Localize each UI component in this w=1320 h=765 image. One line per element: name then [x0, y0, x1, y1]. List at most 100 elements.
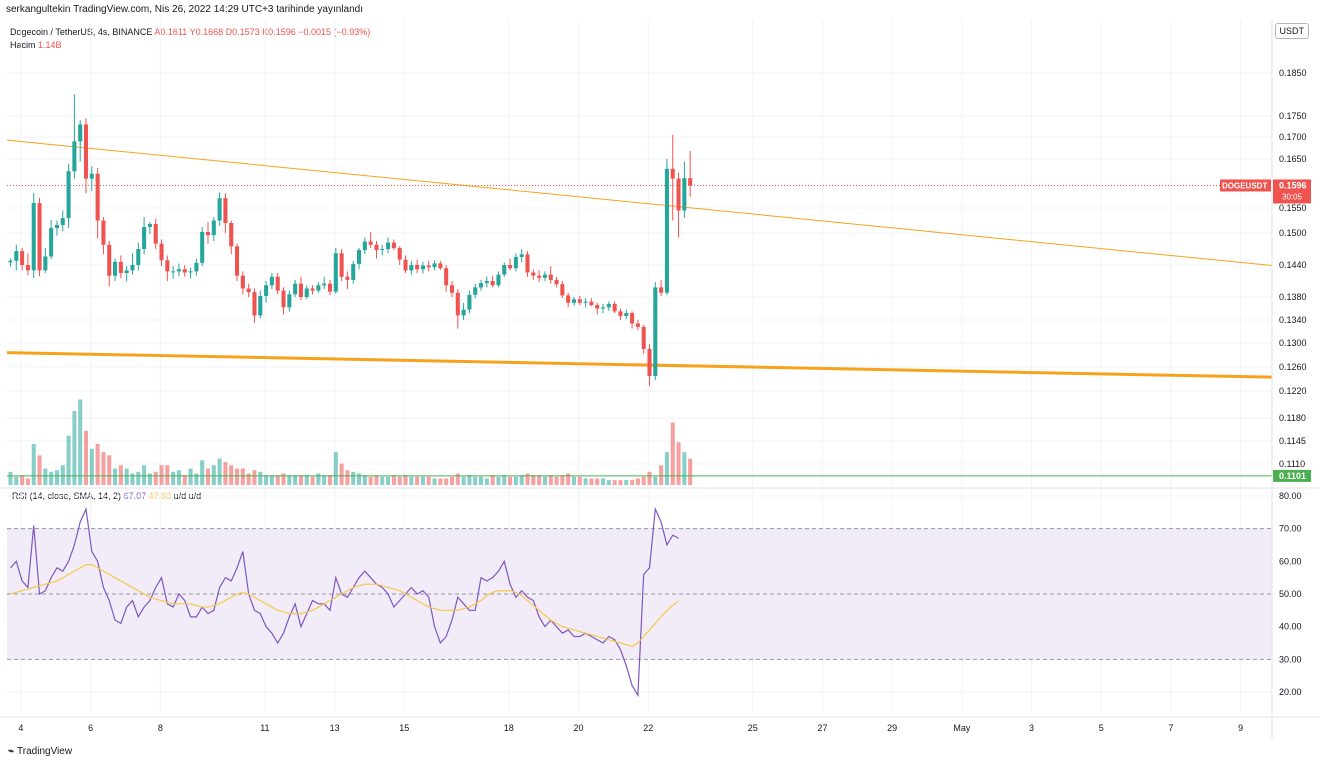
candle-body — [72, 141, 77, 172]
time-tick-label: 20 — [574, 723, 584, 733]
volume-bar — [455, 473, 460, 485]
candle-body — [624, 313, 629, 316]
price-tick-label: 0.1110 — [1279, 459, 1305, 469]
candle-body — [595, 305, 600, 309]
candles — [8, 94, 693, 387]
candle-body — [287, 294, 292, 308]
volume-bar — [54, 470, 59, 485]
currency-button[interactable]: USDT — [1274, 23, 1309, 39]
volume-bar — [537, 475, 542, 485]
candle-body — [275, 276, 280, 291]
tradingview-brand[interactable]: ⌁ TradingView — [8, 746, 72, 757]
candle-body — [368, 241, 373, 245]
candle-body — [14, 251, 19, 261]
candle-body — [205, 232, 211, 236]
candle-body — [89, 173, 94, 179]
symbol-tag-bg — [1220, 179, 1271, 192]
volume-bar — [72, 411, 77, 485]
volume-bar — [66, 435, 71, 485]
candle-body — [176, 269, 181, 272]
candle-body — [490, 281, 495, 286]
candle-body — [513, 257, 518, 269]
candle-body — [171, 271, 176, 273]
time-tick-label: May — [953, 723, 971, 733]
candle-body — [386, 242, 391, 249]
volume-bar — [25, 478, 30, 485]
current-price-label: 0.1596 — [1279, 180, 1307, 190]
candle-body — [519, 254, 524, 257]
symbol-title[interactable]: Dogecoin / TetherUS, 4s, BINANCE — [10, 27, 153, 37]
symbol-tag-label: DOGEUSDT — [1222, 181, 1267, 190]
volume-bar — [339, 463, 344, 485]
axes — [0, 20, 1320, 740]
volume-bar — [386, 476, 391, 485]
volume-bar — [577, 476, 582, 485]
time-tick-label: 18 — [504, 723, 514, 733]
time-tick-label: 4 — [18, 723, 23, 733]
candle-body — [194, 262, 199, 272]
candle-body — [101, 220, 106, 245]
price-tick-label: 0.1180 — [1279, 413, 1306, 423]
price-tick-label: 0.1750 — [1279, 111, 1307, 121]
candle-body — [641, 326, 646, 349]
brand-label: TradingView — [17, 746, 73, 757]
volume-bar — [205, 468, 211, 485]
candle-body — [130, 265, 135, 271]
volume-bar — [380, 476, 385, 485]
volume-bar — [368, 476, 373, 485]
volume-bar — [688, 458, 693, 485]
volume-bar — [49, 471, 54, 485]
candle-body — [444, 268, 449, 286]
volume-bar — [327, 475, 333, 485]
rsi-tick-label: 70.00 — [1279, 524, 1302, 534]
price-tick-label: 0.1550 — [1279, 203, 1307, 213]
volume-bar — [362, 475, 367, 485]
volume-bar — [322, 475, 327, 485]
countdown-label: 30:05 — [1282, 192, 1303, 201]
candle-body — [438, 263, 443, 269]
volume-bar — [467, 475, 472, 485]
candle-body — [269, 276, 274, 286]
volume-bar — [676, 442, 681, 485]
candle-body — [537, 275, 542, 278]
volume-bar — [490, 475, 495, 485]
candle-body — [142, 227, 147, 249]
volume-bar — [101, 452, 106, 485]
volume-bar — [316, 473, 321, 485]
volume-bar — [560, 475, 565, 485]
candle-body — [449, 285, 455, 293]
candle-body — [583, 301, 588, 303]
volume-bar — [432, 478, 437, 485]
candle-body — [246, 288, 251, 293]
volume-bar — [142, 465, 147, 485]
volume-bar — [200, 460, 205, 485]
candle-body — [548, 274, 553, 280]
volume-bar — [589, 478, 594, 485]
candle-body — [630, 313, 635, 324]
volume-bar — [20, 475, 25, 485]
price-tick-label: 0.1340 — [1279, 315, 1307, 325]
trendline-thin — [6, 139, 1273, 267]
candle-body — [37, 203, 42, 271]
price-tick-label: 0.1380 — [1279, 292, 1307, 302]
candle-body — [43, 256, 48, 271]
candle-body — [531, 272, 536, 276]
candle-body — [397, 247, 402, 260]
time-tick-label: 27 — [817, 723, 827, 733]
candle-body — [484, 281, 489, 284]
price-tick-label: 0.1260 — [1279, 362, 1307, 372]
candle-body — [240, 275, 245, 289]
volume-level-label: 0.1101 — [1279, 471, 1306, 481]
volume-bar — [647, 471, 652, 485]
volume-bar — [95, 443, 100, 485]
candle-body — [409, 265, 414, 271]
volume-bar — [304, 475, 309, 485]
volume-bar — [473, 476, 478, 485]
volume-bar — [618, 480, 623, 485]
volume-bar — [37, 455, 42, 485]
candle-body — [298, 283, 303, 297]
candle-body — [66, 171, 71, 218]
volume-bar — [171, 471, 176, 485]
volume-bar — [571, 476, 577, 485]
